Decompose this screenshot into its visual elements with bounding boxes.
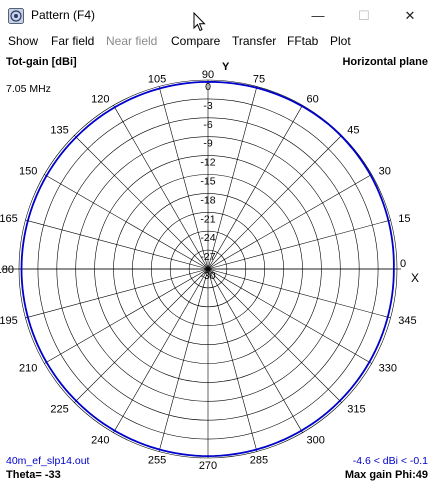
- mouse-cursor-icon: [193, 12, 206, 32]
- close-button[interactable]: ✕: [387, 0, 433, 31]
- quantity-label: Tot-gain [dBi]: [6, 56, 77, 68]
- angle-label: 30: [379, 166, 391, 178]
- window-title: Pattern (F4): [31, 8, 96, 22]
- file-name: 40m_ef_slp14.out: [6, 455, 90, 467]
- grid-spoke: [207, 86, 258, 270]
- x-axis-marker: X: [411, 271, 419, 285]
- ring-label: -30: [200, 270, 215, 282]
- grid-spoke: [207, 268, 391, 319]
- close-icon: ✕: [404, 7, 416, 23]
- angle-label: 120: [91, 93, 109, 105]
- plane-label: Horizontal plane: [342, 56, 428, 68]
- ring-label: -9: [203, 138, 212, 150]
- angle-label: 195: [0, 315, 18, 327]
- grid-spoke: [25, 219, 209, 270]
- app-icon: [8, 8, 24, 24]
- grid-spoke: [113, 105, 209, 270]
- ring-label: -24: [200, 232, 215, 244]
- grid-spoke: [207, 268, 258, 452]
- angle-label: 255: [148, 454, 166, 466]
- menu-compare[interactable]: Compare: [171, 34, 221, 48]
- grid-spoke: [113, 268, 209, 433]
- menu-bar: Show Far field Near field Compare Transf…: [0, 31, 433, 51]
- maximize-icon: ☐: [358, 7, 370, 23]
- gain-range: -4.6 < dBi < -0.1: [353, 455, 428, 467]
- grid-spoke: [158, 268, 209, 452]
- grid-spoke: [44, 268, 209, 364]
- menu-near-field[interactable]: Near field: [106, 34, 158, 48]
- grid-spoke: [44, 174, 209, 270]
- menu-fftab[interactable]: FFtab: [287, 34, 319, 48]
- gain-trace: [20, 80, 395, 458]
- ring-label: -27: [200, 251, 215, 263]
- angle-label: 135: [50, 125, 68, 137]
- grid-spoke: [74, 268, 209, 403]
- ring-label: -21: [200, 213, 215, 225]
- polar-grid: [1, 79, 401, 459]
- ring-labels: 0 -3 -6 -9 -12 -15 -18 -21 -24 -27 -30: [200, 81, 215, 282]
- angle-label: 105: [148, 74, 166, 86]
- angle-label: 300: [307, 435, 325, 447]
- ring-label: 0: [205, 81, 211, 93]
- max-gain-label: Max gain Phi:49: [345, 469, 428, 481]
- menu-far-field[interactable]: Far field: [51, 34, 95, 48]
- angle-label: 345: [398, 315, 416, 327]
- polar-plot: 0 -3 -6 -9 -12 -15 -18 -21 -24 -27 -30 0 15 30 45 60 75…: [0, 51, 433, 483]
- grid-spoke: [207, 268, 372, 364]
- grid-spoke: [25, 268, 209, 319]
- menu-plot[interactable]: Plot: [330, 34, 351, 48]
- angle-label: 210: [19, 363, 37, 375]
- grid-spoke: [207, 174, 372, 270]
- y-axis-label: Y: [222, 61, 230, 73]
- grid-spoke: [207, 268, 342, 403]
- angle-label: 150: [19, 166, 37, 178]
- grid-spoke: [158, 86, 209, 270]
- angle-label: 165: [0, 213, 18, 225]
- grid-spoke: [74, 135, 209, 270]
- menu-transfer[interactable]: Transfer: [232, 34, 277, 48]
- ring-label: -18: [200, 194, 215, 206]
- angle-label: 330: [379, 363, 397, 375]
- angle-label: 315: [347, 403, 365, 415]
- angle-label: 225: [50, 403, 68, 415]
- menu-show[interactable]: Show: [8, 34, 39, 48]
- angle-label: 0: [400, 258, 406, 270]
- angle-label: 180: [0, 264, 14, 276]
- angle-label: 90: [202, 69, 214, 81]
- grid-spoke: [207, 268, 303, 433]
- title-bar: Pattern (F4) — ☐ ✕: [0, 0, 433, 32]
- minimize-icon: —: [311, 8, 325, 23]
- grid-spoke: [207, 219, 391, 270]
- ring-label: -3: [203, 100, 212, 112]
- angle-label: 75: [253, 74, 265, 86]
- ring-label: -15: [200, 176, 215, 188]
- theta-label: Theta= -33: [6, 469, 61, 481]
- grid-spoke: [207, 105, 303, 270]
- angle-label: 45: [347, 125, 359, 137]
- maximize-button[interactable]: ☐: [341, 0, 387, 31]
- angle-label: 270: [199, 460, 217, 472]
- ring-label: -12: [200, 157, 215, 169]
- frequency-label: 7.05 MHz: [6, 83, 51, 95]
- angle-label: 240: [91, 435, 109, 447]
- angle-label: 15: [398, 213, 410, 225]
- ring-label: -6: [203, 119, 212, 131]
- gain-pattern-line: [20, 80, 395, 458]
- minimize-button[interactable]: —: [295, 0, 341, 31]
- grid-spoke: [207, 135, 342, 270]
- angle-label: 285: [250, 454, 268, 466]
- angle-label: 60: [307, 93, 319, 105]
- angle-labels: 0 15 30 45 60 75 90 105 120 135 150 165 180 195 210 225…: [0, 69, 417, 472]
